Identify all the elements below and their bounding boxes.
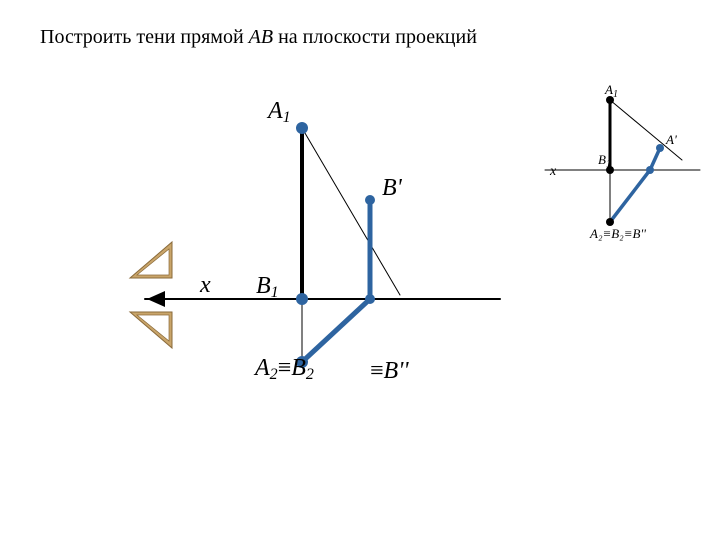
svg-text:x: x bbox=[199, 272, 211, 298]
svg-text:A2≡B2: A2≡B2 bbox=[253, 355, 314, 383]
stage: Построить тени прямой AB на плоскости пр… bbox=[0, 0, 720, 540]
svg-text:A1: A1 bbox=[266, 98, 291, 126]
svg-text:A': A' bbox=[665, 132, 677, 147]
svg-text:≡B'': ≡B'' bbox=[370, 358, 409, 384]
svg-text:x: x bbox=[549, 164, 557, 179]
svg-text:B': B' bbox=[382, 175, 403, 201]
svg-text:B1: B1 bbox=[256, 273, 279, 301]
diagram-canvas: xA1B1A2≡B2B'≡B''xA1B1A'A₂≡B₂≡B'' bbox=[0, 0, 720, 540]
svg-text:A₂≡B₂≡B'': A₂≡B₂≡B'' bbox=[589, 226, 646, 241]
